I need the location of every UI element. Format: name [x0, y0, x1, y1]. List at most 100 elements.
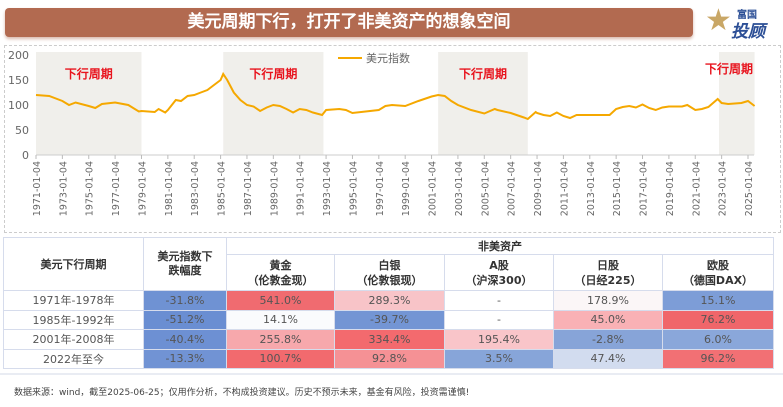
value-cell: -	[444, 309, 554, 330]
x-tick-label: 1997-01-04	[375, 161, 386, 216]
value-cell: 76.2%	[662, 309, 774, 330]
x-tick-label: 1979-01-04	[137, 161, 148, 216]
table-row: 1985年-1992年 -51.2% 14.1% -39.7% -45.0% 76.2%	[3, 309, 774, 330]
y-tick-label: 150	[8, 74, 29, 87]
x-tick-label: 1977-01-04	[111, 161, 122, 216]
x-tick-label: 2019-01-04	[665, 161, 676, 216]
period-cell: 1971年-1978年	[3, 290, 144, 311]
value-cell: -51.2%	[143, 309, 227, 330]
footer-disclaimer: 数据来源：wind，截至2025-06-25；仅用作分析，不构成投资建议。历史不…	[0, 373, 783, 407]
y-tick-label: 50	[15, 124, 29, 137]
x-tick-label: 2015-01-04	[612, 161, 623, 216]
value-cell: -31.8%	[143, 290, 227, 311]
x-tick-label: 1987-01-04	[243, 161, 254, 216]
value-cell: -2.8%	[553, 329, 663, 350]
legend-label: 美元指数	[366, 51, 410, 65]
y-tick-label: 100	[8, 99, 29, 112]
downtrend-label: 下行周期	[65, 66, 113, 81]
value-cell: 541.0%	[226, 290, 335, 311]
header-period: 美元下行周期	[3, 237, 144, 291]
x-tick-label: 1999-01-04	[401, 161, 412, 216]
header-asset: A股 （沪深300）	[444, 254, 554, 291]
asset-index: （沪深300）	[465, 273, 533, 287]
x-tick-label: 1995-01-04	[348, 161, 359, 216]
x-tick-label: 2017-01-04	[639, 161, 650, 216]
header-asset: 黄金 （伦敦金现）	[226, 254, 335, 291]
asset-performance-table: 美元下行周期 美元指数下跌幅度 非美资产 黄金 （伦敦金现） 白银 （伦敦银现） A股（…	[3, 237, 774, 369]
value-cell: 334.4%	[334, 329, 445, 350]
x-tick-label: 2013-01-04	[586, 161, 597, 216]
dollar-index-chart: 下行周期 下行周期 下行周期 下行周期 0 50 100 150 200 1971-01-04 19…	[8, 49, 756, 216]
value-cell: 195.4%	[444, 329, 554, 350]
asset-index: （伦敦金现）	[247, 273, 314, 287]
value-cell: -40.4%	[143, 329, 227, 350]
value-cell: 3.5%	[444, 348, 554, 369]
value-cell: -13.3%	[143, 348, 227, 369]
title-banner: 美元周期下行，打开了非美资产的想象空间	[5, 8, 693, 37]
value-cell: 15.1%	[662, 290, 774, 311]
y-tick-label: 200	[8, 49, 29, 62]
asset-name: 日股	[597, 258, 619, 272]
value-cell: 178.9%	[553, 290, 663, 311]
asset-name: 黄金	[269, 258, 292, 272]
x-tick-label: 2025-01-04	[744, 161, 755, 216]
downtrend-label: 下行周期	[459, 66, 507, 81]
disclaimer-text: 数据来源：wind，截至2025-06-25；仅用作分析，不构成投资建议。历史不…	[14, 388, 470, 398]
downtrend-label: 下行周期	[705, 61, 753, 76]
x-tick-label: 2023-01-04	[718, 161, 729, 216]
header-asset: 白银 （伦敦银现）	[334, 254, 445, 291]
period-cell: 2001年-2008年	[3, 329, 144, 350]
x-tick-label: 1975-01-04	[85, 161, 96, 216]
value-cell: 45.0%	[553, 309, 663, 330]
x-tick-label: 2003-01-04	[454, 161, 465, 216]
asset-name: A股	[489, 258, 509, 272]
logo-text-top: 富国	[737, 10, 757, 21]
x-tick-label: 1989-01-04	[269, 161, 280, 216]
value-cell: 47.4%	[553, 348, 663, 369]
table-row: 1971年-1978年 -31.8% 541.0% 289.3% -178.9% 15.1…	[3, 290, 774, 311]
header-asset: 欧股 （德国DAX）	[662, 254, 774, 291]
logo-text-main: 投顾	[731, 22, 765, 42]
x-tick-label: 1985-01-04	[217, 161, 228, 216]
x-tick-label: 1981-01-04	[164, 161, 175, 216]
dxy-line	[35, 71, 756, 121]
x-tick-label: 2007-01-04	[507, 161, 518, 216]
table-row: 2001年-2008年 -40.4% 255.8% 334.4% 195.4% -2.8%…	[3, 329, 774, 350]
value-cell: 14.1%	[226, 309, 335, 330]
value-cell: -	[444, 290, 554, 311]
x-tick-label: 1971-01-04	[32, 161, 43, 216]
value-cell: 92.8%	[334, 348, 445, 369]
x-tick-label: 1991-01-04	[296, 161, 307, 216]
logo: ★ 富国 投顾	[703, 3, 781, 43]
asset-index: （伦敦银现）	[356, 273, 423, 287]
x-tick-label: 2021-01-04	[691, 161, 702, 216]
header-non-us-assets: 非美资产	[226, 237, 774, 255]
value-cell: 96.2%	[662, 348, 774, 369]
x-tick-label: 2001-01-04	[428, 161, 439, 216]
value-cell: -39.7%	[334, 309, 445, 330]
x-tick-label: 2009-01-04	[533, 161, 544, 216]
asset-name: 白银	[378, 258, 401, 272]
x-tick-label: 1993-01-04	[322, 161, 333, 216]
asset-index: （日经225）	[574, 273, 642, 287]
value-cell: 255.8%	[226, 329, 335, 350]
downtrend-label: 下行周期	[249, 66, 297, 81]
header-dxy-drop: 美元指数下跌幅度	[143, 237, 227, 291]
downtrend-shade	[438, 52, 528, 155]
table-row: 2022年至今 -13.3% 100.7% 92.8% 3.5% 47.4% 96.2%	[3, 348, 774, 369]
period-cell: 2022年至今	[3, 348, 144, 369]
star-logo-icon: ★	[705, 3, 732, 38]
header-asset: 日股 （日经225）	[553, 254, 663, 291]
asset-index: （德国DAX）	[682, 273, 754, 287]
asset-name: 欧股	[707, 258, 729, 272]
x-tick-label: 2011-01-04	[559, 161, 570, 216]
chart-frame	[4, 45, 781, 233]
value-cell: 100.7%	[226, 348, 335, 369]
downtrend-shade	[223, 52, 324, 155]
period-cell: 1985年-1992年	[3, 309, 144, 330]
x-tick-label: 2005-01-04	[480, 161, 491, 216]
x-tick-label: 1983-01-04	[190, 161, 201, 216]
page-title: 美元周期下行，打开了非美资产的想象空间	[187, 12, 511, 32]
y-tick-label: 0	[22, 149, 29, 162]
value-cell: 289.3%	[334, 290, 445, 311]
